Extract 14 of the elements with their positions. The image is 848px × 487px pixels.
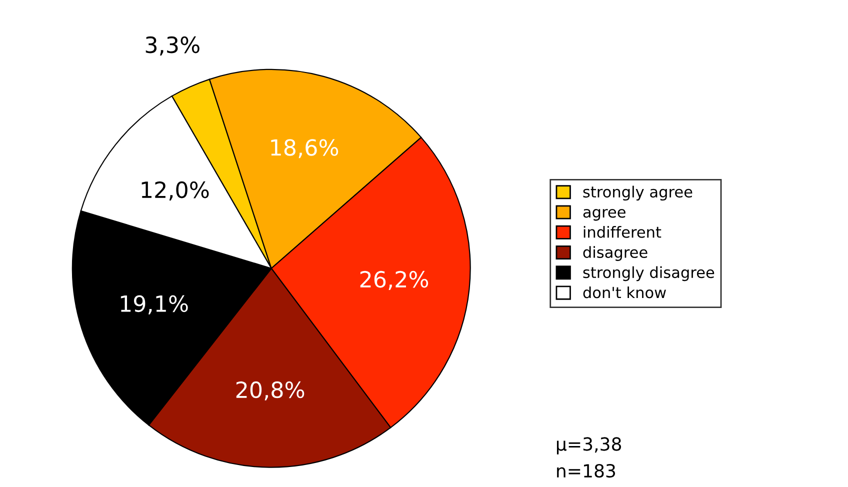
data-label: 18,6% <box>271 139 338 158</box>
text: n=183 <box>557 464 616 478</box>
legend-label: strongly agree <box>583 186 692 201</box>
data-label: 20,8% <box>236 381 304 400</box>
legend-label: don't know <box>583 286 666 298</box>
text: μ=3,38 <box>556 437 622 454</box>
data-label: 26,2% <box>360 270 428 290</box>
data-label: 3,3% <box>146 36 200 56</box>
legend-label: strongly disagree <box>583 266 714 282</box>
legend-label: agree <box>583 208 626 221</box>
legend-label: disagree <box>583 246 648 261</box>
legend-label: indifferent <box>584 226 662 238</box>
data-label: 12,0% <box>142 181 209 200</box>
data-label: 19,1% <box>120 295 188 314</box>
